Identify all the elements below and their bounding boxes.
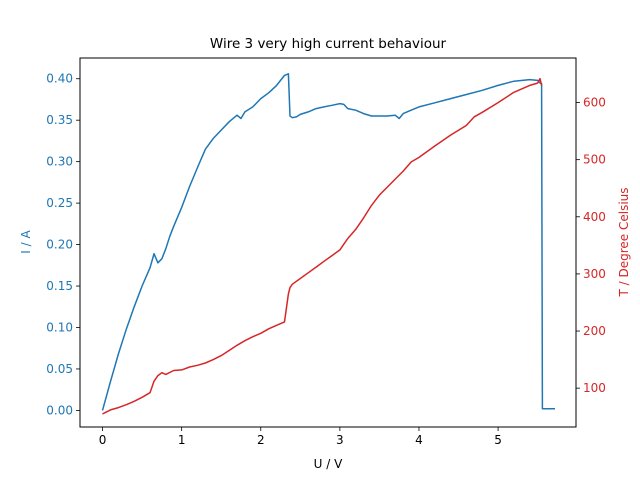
x-tick-label: 0 bbox=[99, 433, 107, 447]
right-y-tick-label: 600 bbox=[583, 96, 606, 110]
left-y-tick-label: 0.20 bbox=[46, 238, 73, 252]
current-series-line-0 bbox=[101, 73, 555, 411]
left-y-tick-label: 0.15 bbox=[46, 279, 73, 293]
left-y-tick-label: 0.25 bbox=[46, 196, 73, 210]
plot-frame bbox=[79, 57, 577, 428]
chart-title: Wire 3 very high current behaviour bbox=[210, 36, 447, 52]
left-y-tick-label: 0.35 bbox=[46, 113, 73, 127]
left-y-tick-label: 0.40 bbox=[46, 72, 73, 86]
x-tick-label: 3 bbox=[336, 433, 344, 447]
left-y-tick-label: 0.00 bbox=[46, 403, 73, 417]
right-y-tick-label: 100 bbox=[583, 381, 606, 395]
right-y-tick-label: 300 bbox=[583, 267, 606, 281]
left-y-tick-label: 0.10 bbox=[46, 320, 73, 334]
left-y-axis-ticks: 0.00 0.05 0.10 0.15 0.20 0.25 0.30 0.35 0.40 bbox=[46, 72, 80, 417]
temperature-series-line-1 bbox=[102, 77, 543, 415]
x-tick-label: 2 bbox=[257, 433, 265, 447]
right-y-axis-label: T / Degree Celsius bbox=[617, 187, 631, 297]
left-y-tick-label: 0.30 bbox=[46, 155, 73, 169]
x-axis-ticks: 0 1 2 3 4 5 bbox=[99, 427, 502, 447]
x-axis-label: U / V bbox=[314, 457, 343, 471]
x-tick-label: 4 bbox=[415, 433, 423, 447]
right-y-tick-label: 400 bbox=[583, 210, 606, 224]
x-tick-label: 5 bbox=[494, 433, 502, 447]
plot-lines bbox=[101, 73, 555, 415]
x-tick-label: 1 bbox=[178, 433, 186, 447]
left-y-axis-label: I / A bbox=[19, 230, 33, 254]
left-y-tick-label: 0.05 bbox=[46, 362, 73, 376]
right-y-axis-ticks: 100 200 300 400 500 600 bbox=[576, 96, 606, 395]
right-y-tick-label: 500 bbox=[583, 153, 606, 167]
right-y-tick-label: 200 bbox=[583, 324, 606, 338]
